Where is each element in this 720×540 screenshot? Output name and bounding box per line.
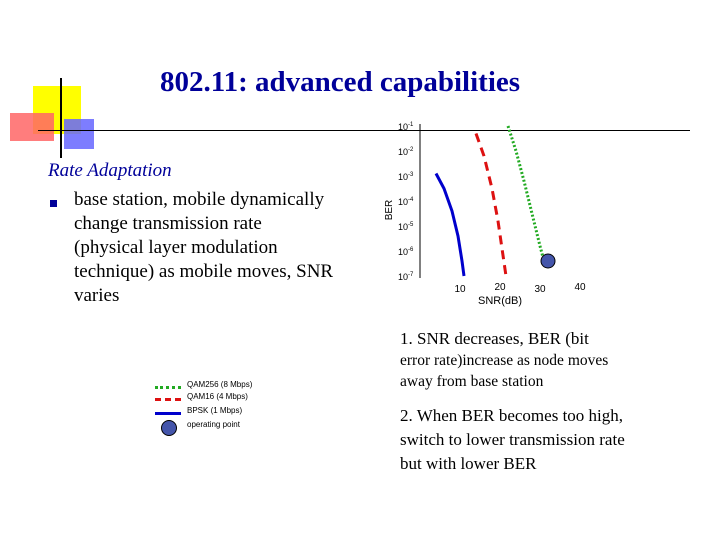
legend-label-bpsk: BPSK (1 Mbps)	[187, 406, 243, 415]
x-axis-label: SNR(dB)	[478, 295, 522, 307]
series-line-1	[506, 125, 546, 262]
decor-horizontal-line	[38, 130, 690, 131]
note-1-rest: error rate)increase as node moves away f…	[400, 352, 609, 390]
x-axis-ticks: 10 20 30 40	[454, 282, 586, 295]
ber-snr-chart: 10-1 10-2 10-3 10-4 10-5 10-6 10-7 BER 10 20 30 4…	[384, 122, 586, 307]
operating-point-marker	[540, 253, 556, 269]
x-tick-label: 30	[534, 284, 546, 295]
decor-blue-square	[64, 119, 94, 149]
x-tick-label: 10	[454, 284, 466, 295]
series-line-3	[434, 172, 466, 277]
section-heading: Rate Adaptation	[48, 160, 172, 181]
legend-swatch-qam16	[155, 398, 181, 401]
series-line-2	[474, 132, 508, 277]
note-switch-rate: 2. When BER becomes too high, switch to …	[400, 406, 625, 473]
decor-red-square	[10, 113, 54, 141]
bullet-text: base station, mobile dynamically change …	[74, 189, 334, 306]
legend-label-qam256: QAM256 (8 Mbps)	[187, 380, 253, 389]
note-1-lead: 1. SNR decreases, BER (bit	[400, 329, 589, 348]
y-axis-ticks: 10-1 10-2 10-3 10-4 10-5 10-6 10-7	[398, 122, 414, 282]
y-tick-label: 10-5	[398, 222, 414, 232]
y-tick-label: 10-3	[398, 172, 414, 182]
y-tick-label: 10-4	[398, 197, 414, 207]
chart-legend: QAM256 (8 Mbps) QAM16 (4 Mbps) BPSK (1 M…	[155, 376, 335, 436]
legend-swatch-bpsk	[155, 412, 181, 415]
y-tick-label: 10-1	[398, 122, 414, 132]
x-tick-label: 20	[494, 282, 506, 293]
slide-title: 802.11: advanced capabilities	[159, 66, 521, 98]
legend-label-qam16: QAM16 (4 Mbps)	[187, 392, 248, 401]
y-tick-label: 10-6	[398, 247, 414, 257]
y-axis-label: BER	[384, 200, 395, 221]
series-layer	[434, 125, 546, 277]
legend-operating-point-dot	[161, 420, 177, 436]
legend-label-operating-point: operating point	[187, 420, 240, 429]
operating-point-layer	[540, 253, 556, 269]
legend-swatch-qam256	[155, 386, 181, 389]
y-tick-label: 10-7	[398, 272, 414, 282]
decor-vertical-line	[60, 78, 62, 158]
x-tick-label: 40	[574, 282, 586, 293]
bullet-marker	[50, 200, 57, 207]
y-tick-label: 10-2	[398, 147, 414, 157]
note-ber-increase: 1. SNR decreases, BER (bit error rate)in…	[400, 328, 630, 392]
